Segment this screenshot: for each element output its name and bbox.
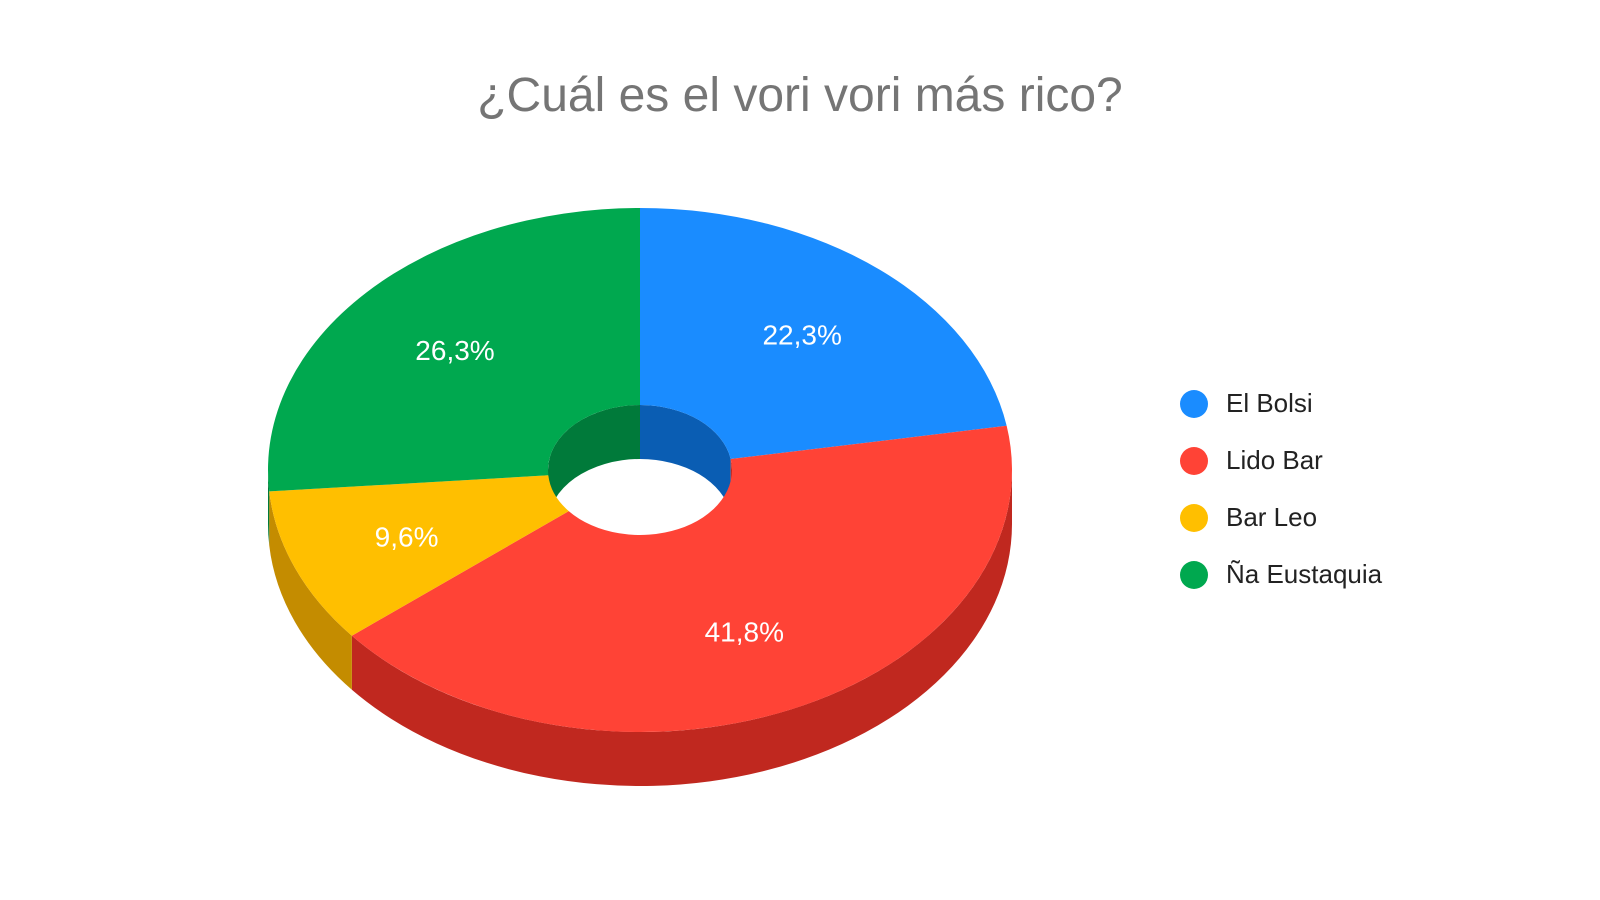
pie-side-layer bbox=[268, 470, 1012, 787]
chart-title: ¿Cuál es el vori vori más rico? bbox=[477, 69, 1123, 122]
legend: El Bolsi Lido Bar Bar Leo Ña Eustaquia bbox=[1180, 375, 1382, 603]
pie-hole-wall-el-bolsi bbox=[640, 405, 731, 514]
legend-label: Lido Bar bbox=[1226, 445, 1323, 475]
data-label-lido-bar: 41,8% bbox=[705, 616, 784, 647]
pie-label-layer: 22,3% 41,8% 9,6% 26,3% bbox=[375, 320, 842, 648]
pie-slice-lido-bar bbox=[351, 425, 1012, 733]
legend-swatch bbox=[1180, 503, 1208, 532]
pie-side-bar-leo bbox=[269, 491, 352, 690]
data-label-bar-leo: 9,6% bbox=[375, 521, 439, 552]
legend-swatch bbox=[1180, 446, 1208, 475]
pie-slice-bar-leo bbox=[269, 475, 569, 636]
data-label-el-bolsi: 22,3% bbox=[762, 320, 841, 351]
legend-label: Bar Leo bbox=[1226, 502, 1318, 532]
data-label--a-eustaquia: 26,3% bbox=[415, 335, 494, 366]
legend-swatch bbox=[1180, 560, 1208, 589]
pie-slice-el-bolsi bbox=[640, 208, 1007, 460]
pie-side-lido-bar bbox=[351, 470, 1012, 787]
legend-item: El Bolsi bbox=[1180, 375, 1382, 432]
legend-item: Bar Leo bbox=[1180, 489, 1382, 546]
legend-item: Ña Eustaquia bbox=[1180, 546, 1382, 603]
pie-side--a-eustaquia bbox=[268, 470, 270, 546]
legend-label: El Bolsi bbox=[1226, 388, 1313, 418]
legend-swatch bbox=[1180, 389, 1208, 418]
pie-slice--a-eustaquia bbox=[267, 208, 640, 492]
pie-hole-wall--a-eustaquia bbox=[548, 405, 640, 524]
legend-item: Lido Bar bbox=[1180, 432, 1382, 489]
pie-top-layer bbox=[267, 208, 1012, 733]
legend-label: Ña Eustaquia bbox=[1226, 559, 1383, 589]
